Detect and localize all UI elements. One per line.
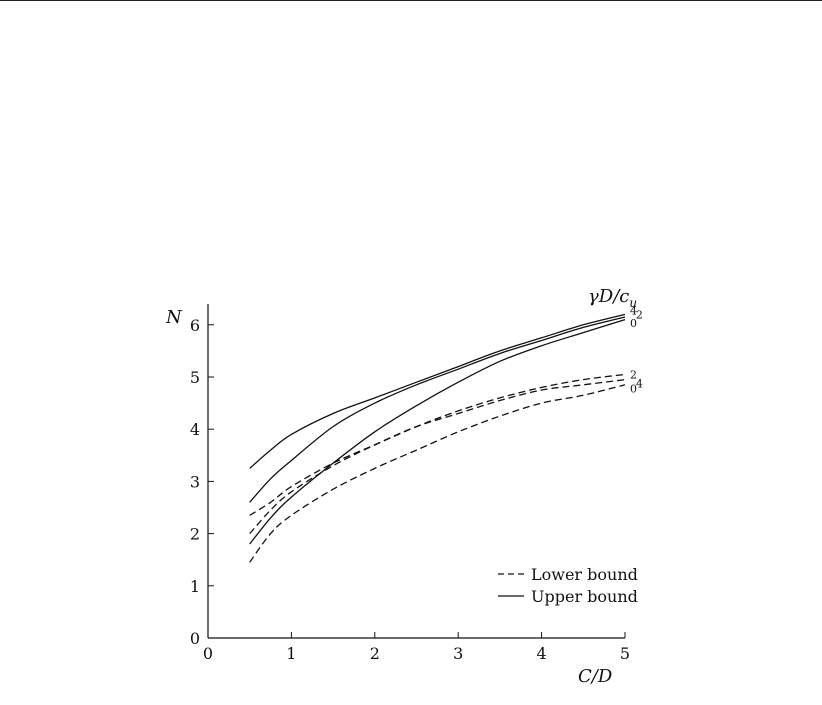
curve-end-label: 2 xyxy=(630,368,637,381)
curve-end-label: 0 xyxy=(630,382,637,395)
y-tick-label: 1 xyxy=(190,577,200,596)
ticks: 0 1 2 3 4 5 0 1 2 3 4 5 6 xyxy=(190,316,630,663)
upper-bound-curve-0 xyxy=(249,318,626,545)
y-axis-title: N xyxy=(165,307,183,328)
y-tick-label: 6 xyxy=(190,316,200,335)
curve-end-label: 2 xyxy=(636,308,643,321)
curve-end-label: 0 xyxy=(630,317,637,330)
top-rule xyxy=(0,0,822,1)
x-tick-label: 0 xyxy=(203,644,213,663)
x-tick-label: 5 xyxy=(620,644,630,663)
y-tick-label: 3 xyxy=(190,472,200,491)
lower-bound-curve-4 xyxy=(249,378,626,535)
legend-label-upper: Upper bound xyxy=(531,587,638,606)
x-tick-label: 2 xyxy=(370,644,380,663)
lower-bound-curve-0 xyxy=(249,384,626,563)
legend: Lower bound Upper bound xyxy=(498,565,638,606)
curves xyxy=(249,313,626,563)
curve-end-label: 4 xyxy=(630,305,637,318)
parameter-label: γD/cu xyxy=(588,286,637,310)
upper-bound-curve-2 xyxy=(249,316,626,503)
y-tick-label: 5 xyxy=(190,368,200,387)
x-tick-label: 1 xyxy=(286,644,296,663)
curve-end-label: 4 xyxy=(636,377,643,390)
axes xyxy=(207,304,625,639)
y-tick-label: 2 xyxy=(190,525,200,544)
x-tick-label: 4 xyxy=(537,644,547,663)
y-tick-label: 0 xyxy=(190,629,200,648)
upper-bound-curve-4 xyxy=(249,313,626,469)
lower-bound-curve-2 xyxy=(249,373,626,516)
x-axis-title: C/D xyxy=(578,666,613,687)
x-tick-label: 3 xyxy=(453,644,463,663)
y-tick-label: 4 xyxy=(190,420,200,439)
legend-label-lower: Lower bound xyxy=(531,565,638,584)
